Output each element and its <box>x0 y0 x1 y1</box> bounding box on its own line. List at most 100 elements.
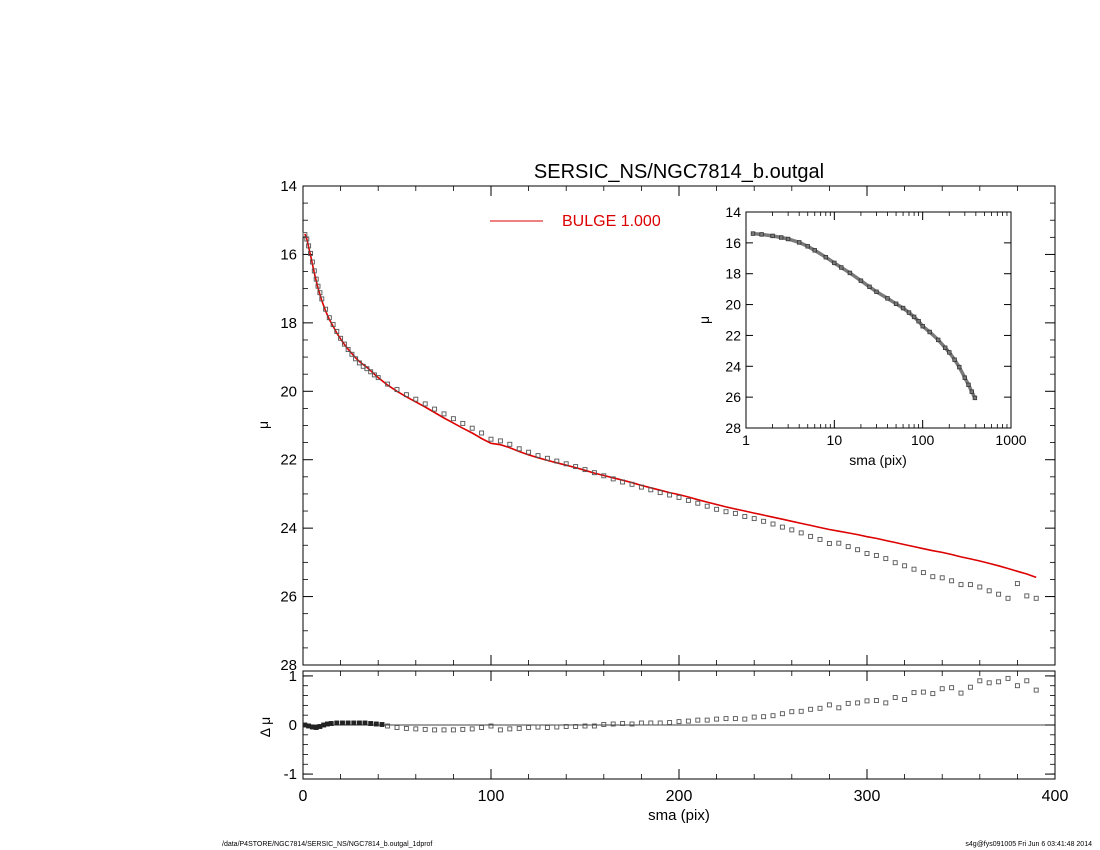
data-point <box>330 322 336 328</box>
main-y-tick-label: 14 <box>280 178 297 195</box>
residual-data-points <box>302 675 1039 733</box>
data-point <box>544 455 550 461</box>
main-y-tick-label: 20 <box>280 383 297 400</box>
data-point <box>939 575 945 581</box>
residual-point <box>379 722 385 727</box>
residual-point <box>996 679 1002 685</box>
residual-point <box>497 727 503 733</box>
residual-point <box>368 721 374 726</box>
residual-point <box>385 723 391 729</box>
inset-data-point <box>858 278 864 283</box>
inset-data-point <box>966 382 971 387</box>
x-tick-label: 200 <box>666 788 693 805</box>
data-point <box>676 494 682 500</box>
data-point <box>986 588 992 594</box>
data-point <box>864 551 870 556</box>
data-point <box>742 514 748 519</box>
inset-data-point <box>893 301 899 306</box>
residual-point <box>1014 683 1020 689</box>
residual-point <box>479 725 485 730</box>
data-point <box>554 458 560 464</box>
residual-point <box>394 725 400 730</box>
main-y-tick-label: 18 <box>280 315 297 332</box>
data-point <box>368 369 374 375</box>
x-tick-label: 300 <box>854 788 881 805</box>
residual-point <box>789 709 795 715</box>
data-point <box>304 236 310 242</box>
chart-title: SERSIC_NS/NGC7814_b.outgal <box>534 161 824 183</box>
data-point <box>920 570 926 576</box>
residual-y-tick-label: 1 <box>289 668 297 685</box>
inset-plot-frame <box>745 211 1012 429</box>
residual-point <box>930 691 936 697</box>
inset-data-point <box>832 260 837 266</box>
inset-x-tick-label: 100 <box>911 432 935 448</box>
inset-data-point <box>823 254 828 260</box>
data-point <box>516 446 522 452</box>
residual-point <box>826 702 832 708</box>
data-point <box>385 381 391 387</box>
data-point <box>638 484 644 490</box>
inset-y-tick-label: 20 <box>725 297 741 313</box>
residual-point <box>1005 675 1011 681</box>
data-point <box>704 503 710 509</box>
data-point <box>334 328 340 334</box>
residual-point <box>516 725 522 731</box>
residual-y-axis-label: Δ μ <box>257 717 273 738</box>
residual-point <box>450 727 456 733</box>
data-point <box>403 392 409 398</box>
x-tick-label: 0 <box>299 788 308 805</box>
residual-point <box>845 700 851 706</box>
residual-point <box>779 711 785 717</box>
data-point <box>789 527 795 533</box>
residual-point <box>535 724 541 730</box>
residual-point <box>714 716 720 722</box>
data-point <box>441 411 447 417</box>
main-axis-ticks: 14 16 18 20 22 24 26 28 <box>280 178 1056 674</box>
data-point <box>732 510 738 516</box>
residual-point <box>977 678 983 684</box>
data-point <box>873 553 879 558</box>
residual-point <box>883 700 889 706</box>
residual-point <box>356 720 362 726</box>
residual-point <box>373 721 379 727</box>
data-point <box>563 461 569 467</box>
inset-data-point <box>927 329 932 335</box>
data-point <box>930 574 936 580</box>
inset-data-point <box>969 389 974 394</box>
residual-panel: 10-10 100 200 300 400 Δ μ sma (pix) <box>257 668 1068 824</box>
data-point <box>582 467 588 473</box>
inset-data-point <box>957 364 962 370</box>
inset-y-tick-label: 26 <box>725 389 741 405</box>
data-point <box>902 563 908 569</box>
inset-data-point <box>867 284 872 289</box>
data-point <box>573 464 579 470</box>
residual-point <box>836 705 842 711</box>
inset-data-point <box>920 323 925 329</box>
data-point <box>364 366 370 372</box>
legend-label: BULGE 1.000 <box>562 213 661 230</box>
data-point <box>526 449 532 455</box>
data-point <box>695 500 701 506</box>
residual-point <box>460 726 466 732</box>
data-point <box>313 276 319 282</box>
inset-x-tick-label: 1 <box>742 432 750 448</box>
inset-data-point <box>805 244 810 249</box>
inset-data-point <box>874 289 879 294</box>
data-point <box>323 306 329 312</box>
residual-point <box>403 725 409 731</box>
inset-data-point <box>885 296 890 301</box>
data-point <box>460 420 466 426</box>
data-point <box>798 530 804 536</box>
residual-point <box>601 722 607 727</box>
data-point <box>306 243 312 249</box>
residual-point <box>610 721 616 727</box>
residual-point <box>892 695 898 700</box>
data-point <box>315 283 321 289</box>
residual-point <box>855 700 861 706</box>
residual-point <box>939 686 945 692</box>
data-point <box>855 547 861 553</box>
data-point <box>1033 595 1039 601</box>
residual-point <box>526 725 532 730</box>
